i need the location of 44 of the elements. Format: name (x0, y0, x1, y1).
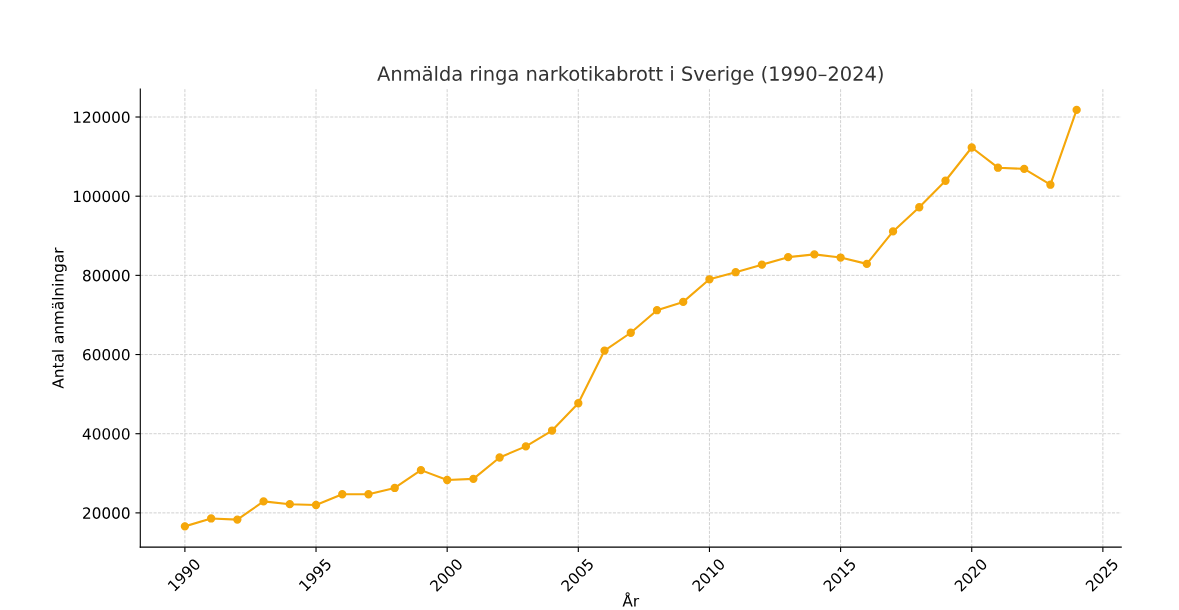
point (652, 306, 662, 315)
point (180, 522, 190, 531)
point (757, 260, 767, 269)
point (836, 253, 845, 262)
point (862, 259, 871, 269)
chart-title: Anmälda ringa narkotikabrott i Sverige (1990–2024) (377, 65, 883, 85)
point (731, 268, 740, 277)
y-tick-label: 20000 (83, 507, 130, 519)
y-axis-title: Antal anmälningar (51, 247, 67, 389)
point (941, 176, 950, 185)
point (967, 143, 976, 152)
point (233, 515, 242, 524)
y-tick-label: 40000 (82, 428, 130, 440)
point (1046, 180, 1055, 189)
point (574, 399, 583, 408)
x-axis-title: År (622, 592, 640, 607)
point (679, 297, 688, 307)
point (495, 453, 504, 462)
point (783, 252, 793, 262)
point (626, 328, 635, 337)
point (915, 203, 924, 212)
point (285, 500, 294, 509)
y-tick-label: 120000 (73, 111, 130, 124)
y-tick-label: 100000 (73, 190, 130, 203)
point (443, 475, 452, 485)
point (1072, 105, 1081, 115)
y-tick-label: 80000 (83, 269, 130, 282)
point (810, 250, 819, 259)
point (469, 474, 478, 484)
point (206, 514, 216, 523)
point (390, 483, 399, 493)
point (888, 227, 898, 236)
point (547, 426, 557, 435)
point (705, 275, 714, 284)
point (521, 442, 531, 451)
point (338, 490, 347, 499)
y-tick-label: 60000 (83, 349, 130, 361)
point (416, 465, 426, 475)
point (311, 500, 321, 510)
point (993, 163, 1003, 172)
point (364, 490, 373, 499)
point (259, 497, 268, 506)
point (600, 346, 609, 355)
point (1020, 164, 1029, 174)
